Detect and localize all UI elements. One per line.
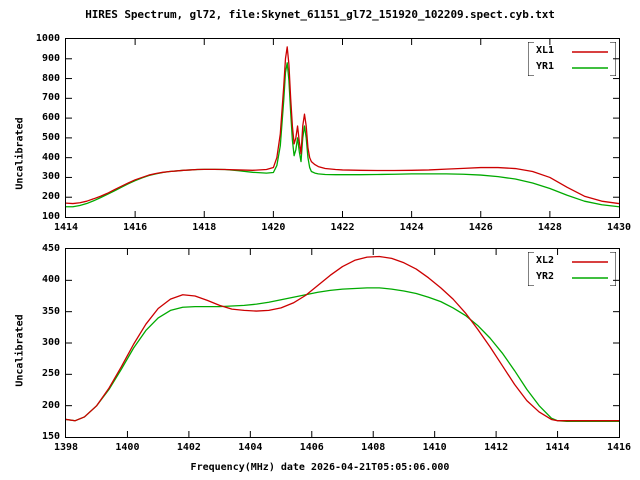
- top-panel-legend-label-1: YR1: [536, 61, 555, 72]
- x-tick-label: 1406: [299, 442, 324, 453]
- x-tick-label: 1428: [537, 222, 562, 233]
- series-line-XL1: [66, 46, 619, 205]
- y-tick-label: 250: [41, 368, 60, 380]
- x-tick-label: 1420: [261, 222, 286, 233]
- y-tick-label: 500: [41, 131, 60, 143]
- series-line-YR2: [66, 287, 619, 422]
- x-tick-label: 1422: [330, 222, 355, 233]
- x-tick-label: 1414: [545, 442, 570, 453]
- bottom-panel-legend: XL2 YR2: [528, 252, 616, 286]
- top-panel-series-canvas: [66, 39, 619, 217]
- y-tick-label: 350: [41, 305, 60, 317]
- x-tick-label: 1402: [176, 442, 201, 453]
- series-line-XL2: [66, 255, 619, 422]
- y-tick-label: 400: [41, 151, 60, 163]
- y-tick-label: 200: [41, 399, 60, 411]
- x-tick-label: 1410: [422, 442, 447, 453]
- y-tick-label: 450: [41, 243, 60, 254]
- x-tick-label: 1398: [53, 442, 79, 453]
- bottom-panel-series-canvas: [66, 249, 619, 437]
- top-panel-legend-label-0: XL1: [536, 45, 555, 56]
- y-tick-label: 600: [41, 112, 60, 124]
- page-title: HIRES Spectrum, gl72, file:Skynet_61151_…: [85, 8, 555, 21]
- x-tick-label: 1416: [123, 222, 148, 233]
- x-tick-label: 1418: [192, 222, 217, 233]
- y-tick-label: 150: [41, 431, 60, 442]
- y-tick-label: 400: [41, 274, 60, 286]
- y-tick-label: 1000: [35, 33, 60, 44]
- bottom-panel-y-axis-label: Uncalibrated: [14, 314, 26, 387]
- x-tick-label: 1412: [484, 442, 509, 453]
- x-tick-label: 1400: [115, 442, 140, 453]
- x-tick-label: 1426: [468, 222, 493, 233]
- y-tick-label: 300: [41, 337, 60, 348]
- x-axis-label: Frequency(MHz) date 2026-04-21T05:05:06.…: [190, 462, 450, 473]
- x-tick-label: 1414: [53, 222, 79, 233]
- y-tick-label: 900: [41, 52, 60, 64]
- y-tick-label: 800: [41, 72, 60, 84]
- y-tick-label: 200: [41, 191, 60, 203]
- y-tick-label: 300: [41, 171, 60, 183]
- bottom-panel-legend-label-1: YR2: [536, 271, 555, 282]
- bottom-panel: Uncalibrated 150 200 250 300 350 400 450 1398 1…: [0, 240, 640, 455]
- x-tick-label: 1430: [606, 222, 632, 233]
- x-tick-label: 1408: [361, 442, 386, 453]
- x-tick-label: 1424: [399, 222, 424, 233]
- x-tick-label: 1404: [238, 442, 263, 453]
- y-tick-label: 700: [41, 92, 60, 104]
- top-panel: Uncalibrated 100 200 300 400 500 600 700 800 900…: [0, 28, 640, 238]
- series-line-YR1: [66, 62, 619, 208]
- top-panel-legend: XL1 YR1: [528, 42, 616, 76]
- bottom-panel-legend-label-0: XL2: [536, 255, 555, 266]
- x-tick-label: 1416: [606, 442, 632, 453]
- y-tick-label: 100: [41, 211, 60, 222]
